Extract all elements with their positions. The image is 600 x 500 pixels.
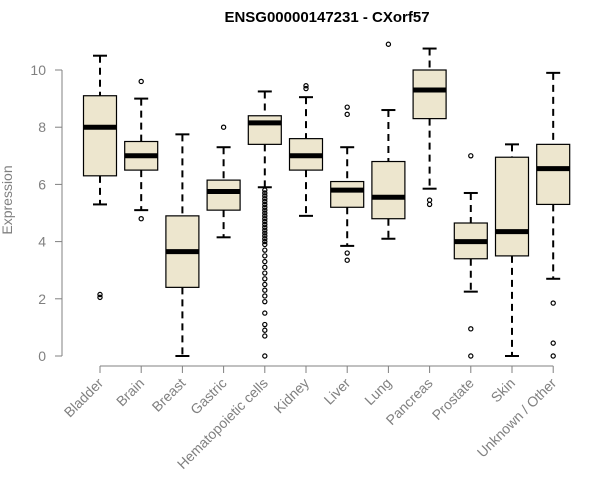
outlier-point: [138, 78, 144, 85]
outlier-point: [262, 353, 268, 359]
chart-title: ENSG00000147231 - CXorf57: [224, 9, 429, 26]
x-tick-label: Liver: [321, 375, 354, 408]
outlier-point: [550, 300, 556, 306]
outlier-point: [262, 327, 268, 333]
outlier-point: [138, 216, 144, 222]
outlier-point: [262, 213, 268, 219]
outlier-point: [262, 233, 268, 239]
outlier-point: [385, 41, 392, 47]
outlier-point: [262, 218, 268, 225]
box-breast: [165, 133, 200, 357]
iqr-box: [371, 160, 406, 220]
outlier-point: [262, 204, 268, 210]
outlier-point: [262, 227, 268, 233]
outlier-point: [262, 287, 268, 293]
outlier-point: [303, 85, 309, 92]
box-lung: [371, 41, 406, 240]
outlier-point: [426, 197, 433, 203]
y-tick-label: 10: [30, 62, 46, 78]
outlier-point: [468, 326, 474, 332]
outlier-point: [426, 201, 433, 208]
outlier-point: [262, 221, 268, 228]
iqr-box: [494, 156, 530, 257]
outlier-point: [262, 270, 268, 276]
y-tick-label: 8: [38, 119, 46, 135]
box-brain: [124, 78, 159, 222]
outlier-point: [262, 281, 268, 288]
outlier-point: [344, 257, 350, 263]
outlier-point: [468, 153, 474, 159]
x-tick-label: Skin: [488, 375, 519, 406]
outlier-point: [262, 276, 268, 282]
y-axis-label: Expression: [0, 165, 15, 234]
y-tick-label: 4: [38, 234, 46, 250]
outlier-point: [262, 216, 268, 222]
outlier-point: [262, 230, 268, 236]
x-tick-label: Prostate: [429, 375, 477, 423]
y-tick-label: 6: [38, 176, 46, 192]
x-tick-label: Brain: [113, 375, 147, 409]
iqr-box: [412, 69, 447, 120]
y-tick-label: 0: [38, 348, 46, 364]
iqr-box: [82, 95, 118, 177]
outlier-point: [97, 291, 103, 298]
outlier-point: [262, 253, 268, 259]
outlier-point: [262, 236, 268, 242]
outlier-point: [303, 83, 309, 89]
outlier-point: [344, 104, 350, 110]
outlier-point: [262, 298, 268, 305]
iqr-box: [206, 179, 241, 211]
outlier-point: [262, 310, 268, 316]
outlier-point: [262, 293, 268, 299]
outlier-point: [262, 258, 268, 265]
outlier-point: [344, 111, 350, 118]
outlier-point: [468, 353, 474, 359]
outlier-point: [262, 195, 268, 202]
iqr-box: [536, 143, 571, 206]
iqr-box: [330, 180, 365, 208]
outlier-point: [262, 201, 268, 208]
outlier-point: [262, 193, 268, 199]
x-tick-label: Kidney: [271, 375, 313, 417]
box-unknown-other: [536, 71, 571, 359]
outlier-point: [550, 353, 556, 359]
y-tick-label: 2: [38, 291, 46, 307]
box-bladder: [82, 54, 118, 301]
outlier-point: [262, 247, 268, 253]
x-tick-label: Bladder: [61, 375, 107, 421]
outlier-point: [220, 124, 227, 130]
outlier-point: [550, 340, 556, 346]
outlier-point: [262, 190, 268, 196]
outlier-point: [262, 224, 268, 230]
iqr-box: [247, 115, 282, 145]
outlier-point: [262, 187, 268, 193]
box-kidney: [288, 83, 324, 217]
outlier-point: [344, 250, 350, 256]
outlier-point: [262, 264, 268, 271]
box-liver: [330, 104, 365, 263]
box-skin: [494, 143, 530, 357]
outlier-point: [262, 333, 268, 339]
outlier-point: [262, 238, 268, 245]
boxes-group: [82, 41, 571, 359]
y-axis: 0 2 4 6 8 10: [30, 62, 63, 364]
outlier-point: [262, 207, 268, 213]
box-pancreas: [412, 47, 447, 208]
x-tick-label: Breast: [149, 375, 189, 415]
outlier-point: [262, 241, 268, 248]
outlier-point: [97, 294, 103, 301]
x-tick-label: Lung: [361, 375, 394, 408]
outlier-point: [262, 321, 268, 328]
box-gastric: [206, 124, 241, 239]
outlier-point: [262, 198, 268, 205]
box-prostate: [453, 153, 488, 359]
outlier-point: [262, 210, 268, 216]
box-hematopoietic-cells: [247, 90, 282, 359]
